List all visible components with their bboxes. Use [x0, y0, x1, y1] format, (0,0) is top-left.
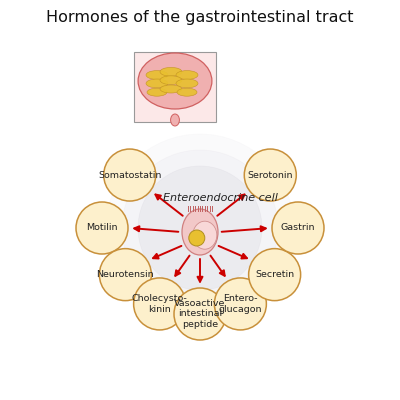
Text: Enteroendocrine cell: Enteroendocrine cell	[162, 193, 278, 203]
Ellipse shape	[176, 70, 198, 79]
Circle shape	[244, 149, 296, 201]
Ellipse shape	[160, 85, 182, 93]
Text: Neurotensin: Neurotensin	[96, 270, 154, 279]
Circle shape	[106, 134, 294, 322]
Ellipse shape	[160, 68, 182, 76]
Text: Hormones of the gastrointestinal tract: Hormones of the gastrointestinal tract	[46, 10, 354, 25]
Text: Somatostatin: Somatostatin	[98, 170, 162, 180]
Circle shape	[138, 166, 262, 290]
Circle shape	[272, 202, 324, 254]
Ellipse shape	[160, 76, 182, 84]
Circle shape	[104, 149, 156, 201]
Text: Vasoactive
intestinal
peptide: Vasoactive intestinal peptide	[174, 299, 226, 329]
Ellipse shape	[146, 79, 168, 88]
Text: Gastrin: Gastrin	[281, 224, 315, 232]
Text: Serotonin: Serotonin	[248, 170, 293, 180]
FancyBboxPatch shape	[134, 52, 216, 122]
Circle shape	[214, 278, 266, 330]
Text: Secretin: Secretin	[255, 270, 294, 279]
Ellipse shape	[170, 114, 179, 126]
Ellipse shape	[176, 79, 198, 88]
Circle shape	[134, 278, 186, 330]
Ellipse shape	[147, 88, 167, 96]
Circle shape	[99, 249, 151, 301]
Ellipse shape	[182, 209, 218, 255]
Circle shape	[174, 288, 226, 340]
Ellipse shape	[189, 230, 205, 246]
Ellipse shape	[138, 53, 212, 109]
Circle shape	[122, 150, 278, 306]
Ellipse shape	[193, 221, 217, 249]
Text: Motilin: Motilin	[86, 224, 118, 232]
Text: Cholecysto-
kinin: Cholecysto- kinin	[132, 294, 188, 314]
Ellipse shape	[146, 70, 168, 79]
Text: Entero-
glucagon: Entero- glucagon	[219, 294, 262, 314]
Ellipse shape	[177, 88, 197, 96]
Circle shape	[249, 249, 301, 301]
Circle shape	[76, 202, 128, 254]
